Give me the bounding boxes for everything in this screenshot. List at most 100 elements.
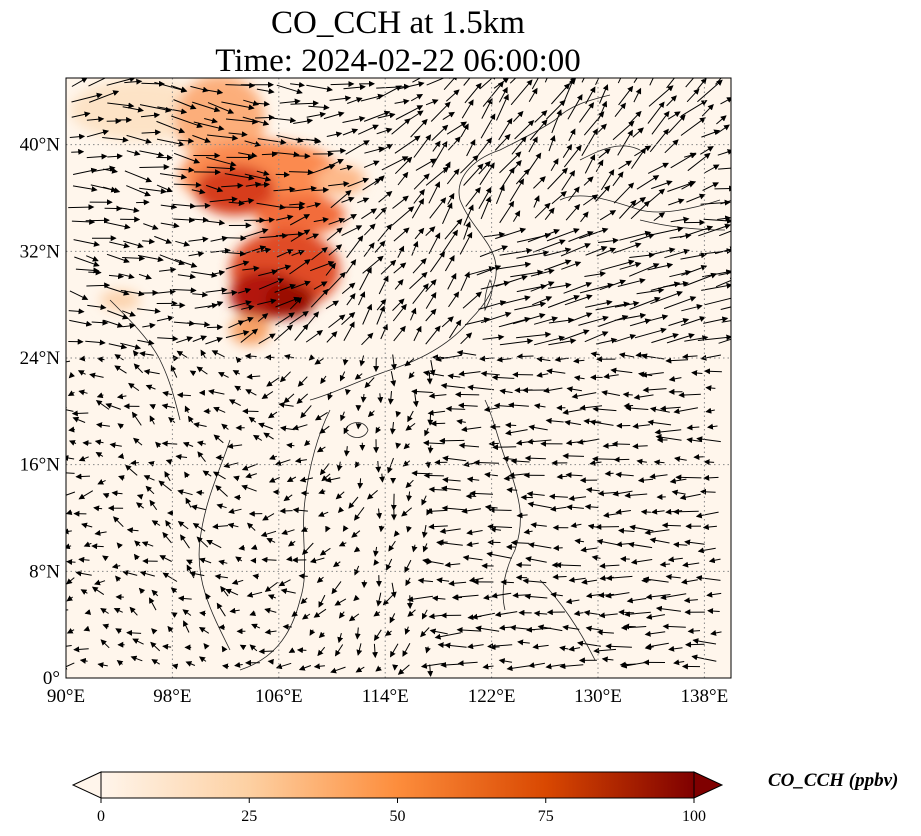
wind-arrow	[97, 356, 105, 363]
wind-arrow	[366, 490, 378, 500]
wind-arrow	[568, 186, 580, 202]
wind-arrow	[715, 277, 731, 288]
wind-arrow	[669, 477, 687, 484]
wind-arrow	[397, 245, 405, 258]
wind-arrow	[162, 390, 173, 397]
wind-arrow	[94, 530, 107, 536]
wind-arrow	[533, 335, 566, 346]
wind-arrow	[410, 307, 417, 321]
wind-arrow	[362, 255, 384, 274]
wind-arrow	[304, 439, 311, 447]
wind-arrow	[296, 647, 307, 654]
wind-arrow	[207, 134, 239, 141]
wind-arrow	[275, 231, 305, 238]
wind-arrow	[231, 579, 244, 585]
wind-arrow	[568, 128, 576, 142]
wind-arrow	[668, 375, 682, 382]
wind-arrow	[527, 501, 552, 509]
wind-arrow	[387, 391, 394, 405]
wind-arrow	[105, 286, 130, 296]
wind-arrow	[548, 338, 577, 346]
wind-arrow	[595, 78, 600, 86]
wind-arrow	[447, 272, 457, 290]
wind-arrow	[551, 109, 562, 134]
wind-arrow	[628, 541, 653, 549]
wind-arrow	[302, 542, 314, 556]
wind-arrow	[386, 558, 393, 571]
wind-arrow	[577, 438, 600, 445]
wind-arrow	[479, 162, 495, 186]
wind-arrow	[325, 262, 336, 276]
wind-arrow	[171, 115, 203, 128]
wind-arrow	[289, 259, 311, 275]
wind-arrow	[378, 525, 385, 533]
wind-arrow	[697, 78, 707, 90]
wind-arrow	[228, 131, 248, 138]
wind-arrow	[82, 440, 92, 447]
wind-arrow	[165, 519, 172, 529]
wind-arrow	[120, 289, 145, 297]
wind-arrow	[479, 78, 498, 90]
y-tick-label: 32°N	[20, 241, 61, 262]
wind-arrow	[401, 507, 413, 517]
wind-arrow	[68, 426, 75, 433]
wind-arrow	[238, 198, 255, 204]
wind-arrow	[670, 152, 697, 169]
wind-arrow	[670, 216, 690, 223]
wind-arrow	[391, 118, 411, 135]
wind-arrow	[480, 196, 492, 220]
wind-arrow	[78, 556, 90, 563]
wind-arrow	[563, 144, 582, 168]
wind-arrow	[408, 110, 424, 121]
wind-arrow	[122, 310, 136, 317]
wind-arrow	[648, 188, 666, 203]
wind-arrow	[406, 525, 412, 533]
wind-arrow	[244, 140, 262, 147]
wind-arrow	[499, 200, 515, 224]
wind-arrow	[107, 310, 129, 320]
wind-arrow	[466, 139, 476, 157]
wind-arrow	[328, 244, 343, 256]
wind-arrow	[328, 217, 346, 225]
wind-arrow	[496, 93, 509, 121]
wind-arrow	[347, 97, 363, 104]
wind-arrow	[246, 522, 256, 531]
wind-arrow	[339, 371, 346, 382]
wind-arrow	[469, 490, 494, 497]
wind-arrow	[380, 323, 388, 340]
wind-arrow	[308, 311, 320, 325]
wind-arrow	[532, 239, 566, 253]
wind-arrow	[395, 442, 402, 449]
x-tick-label: 122°E	[468, 686, 516, 707]
wind-arrow	[546, 228, 580, 242]
wind-arrow	[363, 223, 376, 236]
wind-arrow	[363, 242, 375, 257]
wind-arrow	[78, 455, 89, 462]
wind-arrow	[666, 78, 676, 89]
y-tick-label: 16°N	[20, 455, 61, 476]
wind-arrow	[343, 446, 350, 457]
wind-arrow	[188, 251, 205, 257]
wind-arrow	[114, 365, 127, 374]
wind-arrow	[492, 444, 517, 451]
wind-arrow	[348, 496, 359, 509]
wind-arrow	[551, 83, 570, 105]
wind-arrow	[629, 318, 652, 327]
wind-arrow	[244, 353, 257, 360]
wind-arrow	[684, 539, 705, 546]
wind-arrow	[389, 422, 396, 435]
wind-arrow	[66, 491, 76, 499]
wind-arrow	[245, 389, 257, 396]
wind-arrow	[653, 459, 665, 466]
wind-arrow	[192, 522, 206, 532]
wind-arrow	[544, 247, 572, 257]
wind-arrow	[289, 201, 306, 208]
wind-arrow	[256, 88, 275, 95]
wind-arrow	[109, 442, 122, 449]
colorbar-tick-label: 25	[241, 808, 257, 825]
wind-arrow	[563, 281, 593, 294]
wind-arrow	[185, 497, 192, 508]
wind-arrow	[244, 228, 269, 238]
wind-arrow	[328, 181, 350, 187]
wind-arrow	[139, 570, 155, 577]
